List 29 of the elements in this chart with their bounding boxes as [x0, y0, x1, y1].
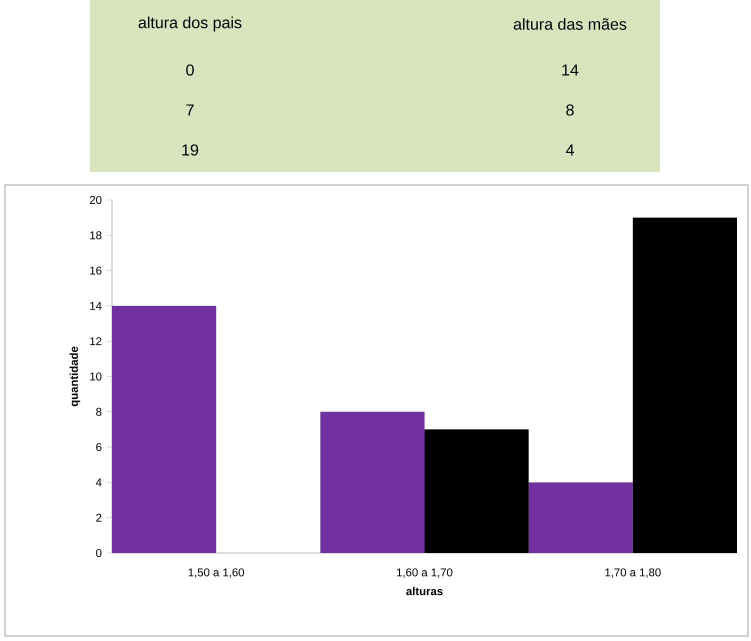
y-axis-title: quantidade [70, 346, 80, 406]
y-tick-label: 2 [96, 514, 102, 522]
y-tick-label: 4 [96, 478, 102, 486]
y-tick-label: 16 [90, 266, 102, 275]
text: altura dos pais [138, 16, 242, 32]
text: 7 [186, 104, 194, 116]
text: 0 [186, 64, 194, 76]
bar [112, 306, 216, 553]
bar [632, 218, 737, 553]
text: altura das mães [514, 18, 626, 30]
text: 4 [566, 144, 574, 156]
text: 8 [566, 104, 574, 116]
text: 19 [182, 144, 198, 156]
y-tick-label: 18 [90, 231, 102, 240]
y-tick-label: 12 [90, 337, 102, 346]
bar [528, 482, 633, 553]
x-axis-title: alturas [406, 586, 443, 596]
text: 14 [562, 64, 578, 76]
y-tick-label: 14 [90, 302, 102, 310]
y-tick-label: 10 [90, 372, 102, 380]
y-tick-label: 8 [96, 408, 102, 416]
x-tick-label: 1,50 a 1,60 [188, 568, 244, 578]
y-tick-label: 20 [90, 196, 102, 204]
x-tick-label: 1,70 a 1,80 [605, 568, 661, 578]
y-tick-label: 0 [96, 548, 102, 557]
x-tick-label: 1,60 a 1,70 [397, 568, 452, 578]
y-tick-label: 6 [96, 443, 102, 452]
bar [320, 412, 424, 553]
bar [424, 429, 529, 553]
